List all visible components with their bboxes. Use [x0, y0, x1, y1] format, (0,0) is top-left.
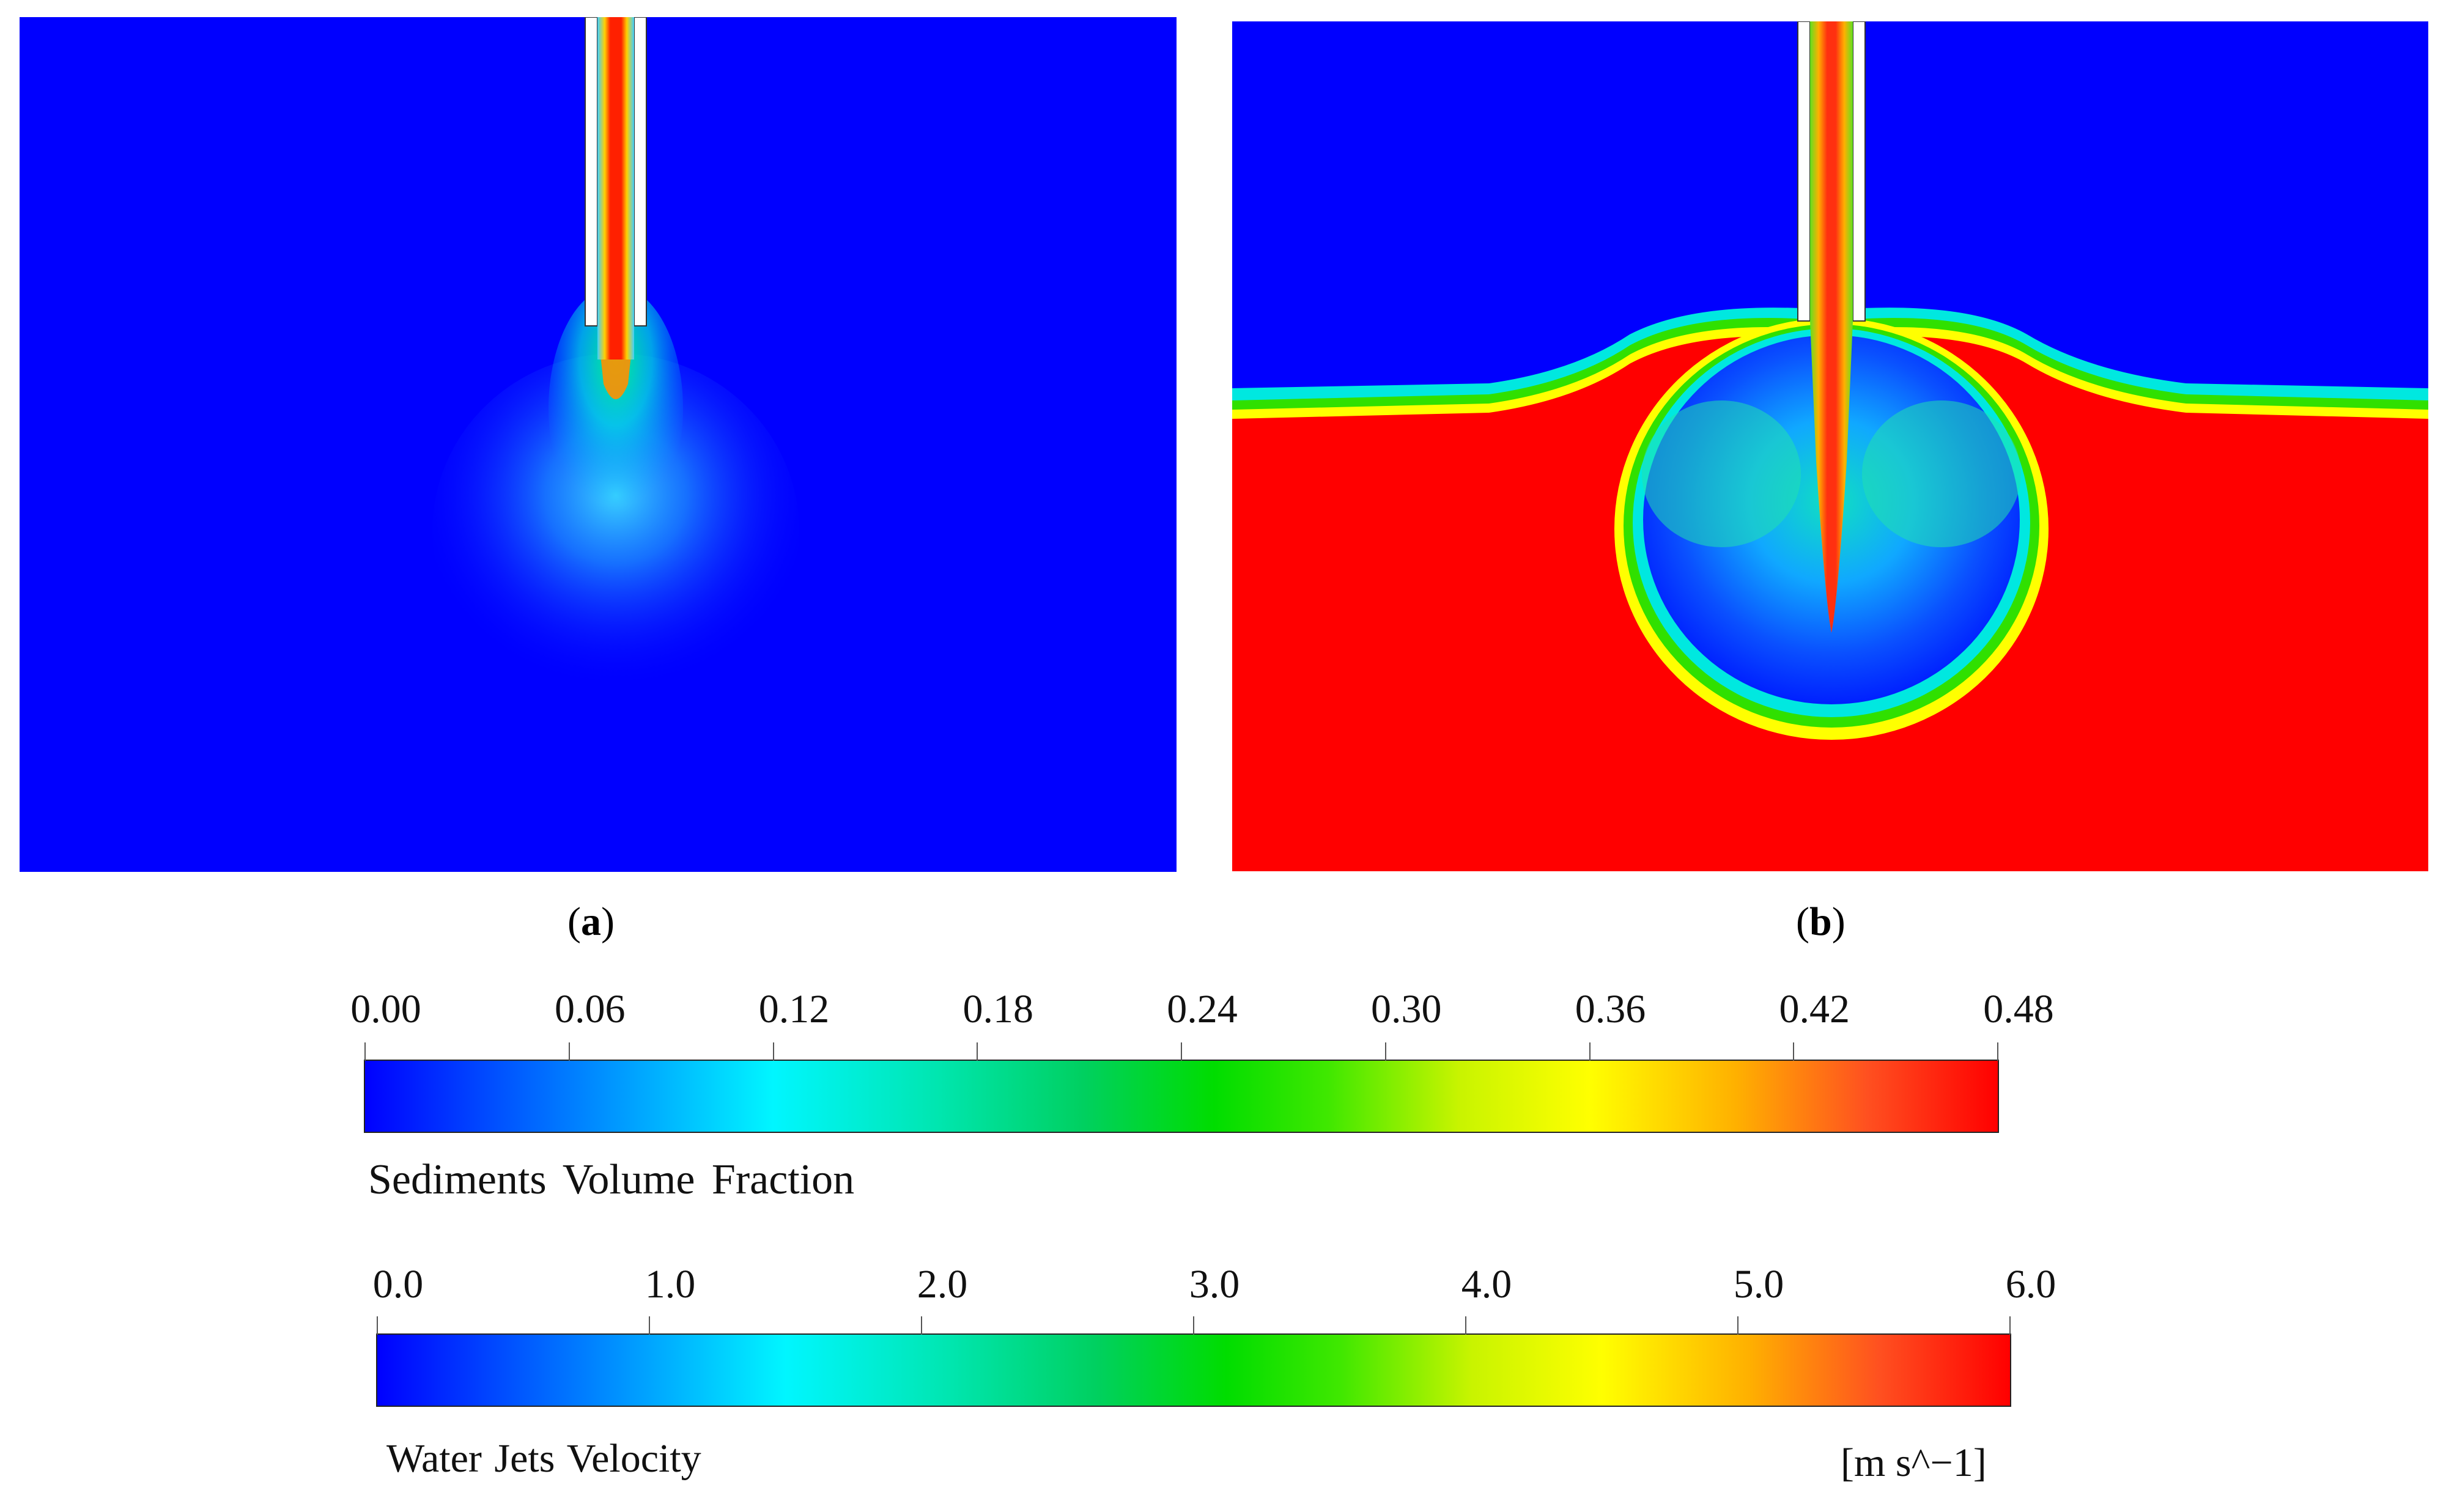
- sediments-tick-mark: [568, 1042, 570, 1061]
- velocity-colorbar-title: Water Jets Velocity: [386, 1436, 701, 1481]
- panel-a-field: [20, 17, 1177, 872]
- sediments-tick-mark: [364, 1042, 366, 1061]
- sediments-tick-label: 0.36: [1575, 987, 1646, 1031]
- sediments-tick-mark: [772, 1042, 774, 1061]
- velocity-tick-mark: [1737, 1316, 1738, 1335]
- caption-panel-b: (b): [1796, 899, 1846, 944]
- velocity-tick-label: 2.0: [917, 1262, 968, 1307]
- sediments-tick-label: 0.12: [758, 987, 830, 1031]
- nozzle-wall-left: [1797, 21, 1811, 322]
- velocity-tick-label: 0.0: [372, 1262, 424, 1307]
- velocity-tick-mark: [649, 1316, 650, 1335]
- vortex-right: [1862, 400, 2021, 547]
- sediments-tick-label: 0.24: [1167, 987, 1238, 1031]
- velocity-tick-mark: [921, 1316, 922, 1335]
- sediments-tick-label: 0.18: [963, 987, 1034, 1031]
- caption-a-label: a: [580, 899, 601, 944]
- velocity-tick-mark: [1465, 1316, 1466, 1335]
- nozzle-wall-right: [634, 17, 647, 326]
- vortex-left: [1642, 400, 1801, 547]
- panel-b-simulation: [1232, 21, 2428, 871]
- velocity-tick-label: 6.0: [2005, 1262, 2056, 1307]
- caption-panel-a: (a): [567, 899, 615, 944]
- jet-core: [597, 17, 634, 360]
- sediments-tick-mark: [1181, 1042, 1182, 1061]
- nozzle-wall-left: [585, 17, 598, 326]
- velocity-tick-mark: [1193, 1316, 1194, 1335]
- velocity-tick-label: 1.0: [645, 1262, 696, 1307]
- velocity-tick-mark: [2009, 1316, 2011, 1335]
- caption-b-label: b: [1809, 899, 1832, 944]
- velocity-color-ramp: [376, 1333, 2011, 1407]
- jet-core: [1810, 21, 1853, 633]
- panel-b-field: [1232, 21, 2428, 871]
- sediments-tick-mark: [1997, 1042, 1998, 1061]
- nozzle-wall-right: [1852, 21, 1866, 322]
- sediments-colorbar-title: Sediments Volume Fraction: [368, 1156, 855, 1203]
- sediments-tick-label: 0.00: [350, 987, 421, 1031]
- sediments-color-ramp: [364, 1060, 1999, 1133]
- sediments-tick-mark: [1589, 1042, 1591, 1061]
- velocity-tick-label: 4.0: [1461, 1262, 1512, 1307]
- panel-a-simulation: [20, 17, 1177, 872]
- sediments-tick-label: 0.30: [1371, 987, 1442, 1031]
- velocity-tick-mark: [377, 1316, 378, 1335]
- velocity-tick-label: 5.0: [1733, 1262, 1784, 1307]
- sediments-tick-mark: [1793, 1042, 1795, 1061]
- sediments-tick-label: 0.42: [1779, 987, 1850, 1031]
- velocity-tick-label: 3.0: [1189, 1262, 1240, 1307]
- sediments-tick-mark: [1384, 1042, 1386, 1061]
- sediments-tick-label: 0.06: [555, 987, 626, 1031]
- sediments-tick-label: 0.48: [1983, 987, 2054, 1031]
- sediments-tick-mark: [977, 1042, 978, 1061]
- velocity-unit-label: [m s^−1]: [1841, 1440, 1987, 1485]
- jet-plume-inner: [549, 286, 683, 531]
